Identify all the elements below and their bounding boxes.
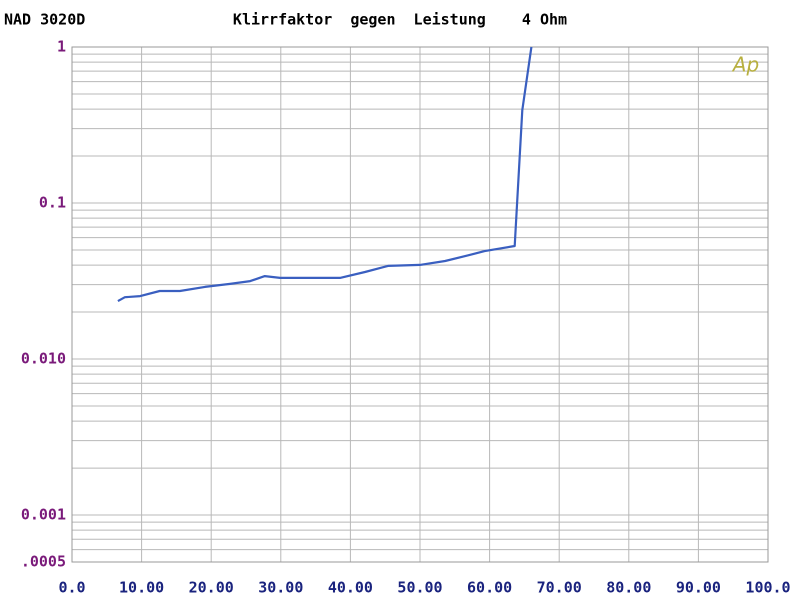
x-tick-label: 10.00: [119, 579, 164, 597]
y-tick-label: 0.010: [21, 350, 66, 368]
x-tick-label: 0.0: [58, 579, 85, 597]
chart-subtitle: NAD 3020D: [4, 11, 85, 29]
x-tick-label: 100.0: [745, 579, 790, 597]
x-tick-label: 50.00: [397, 579, 442, 597]
chart-title: Klirrfaktor gegen Leistung 4 Ohm: [233, 11, 567, 29]
x-tick-label: 60.00: [467, 579, 512, 597]
y-tick-label: 0.1: [39, 194, 66, 212]
y-tick-label: 0.001: [21, 506, 66, 524]
x-tick-label: 70.00: [537, 579, 582, 597]
y-tick-label: 1: [57, 38, 66, 56]
x-tick-label: 90.00: [676, 579, 721, 597]
x-tick-label: 80.00: [606, 579, 651, 597]
x-tick-label: 30.00: [258, 579, 303, 597]
plot-frame: [71, 46, 769, 563]
y-tick-label: .0005: [21, 553, 66, 571]
logo: Ap: [731, 53, 759, 77]
x-tick-label: 40.00: [328, 579, 373, 597]
data-line: [117, 46, 533, 303]
x-tick-label: 20.00: [189, 579, 234, 597]
